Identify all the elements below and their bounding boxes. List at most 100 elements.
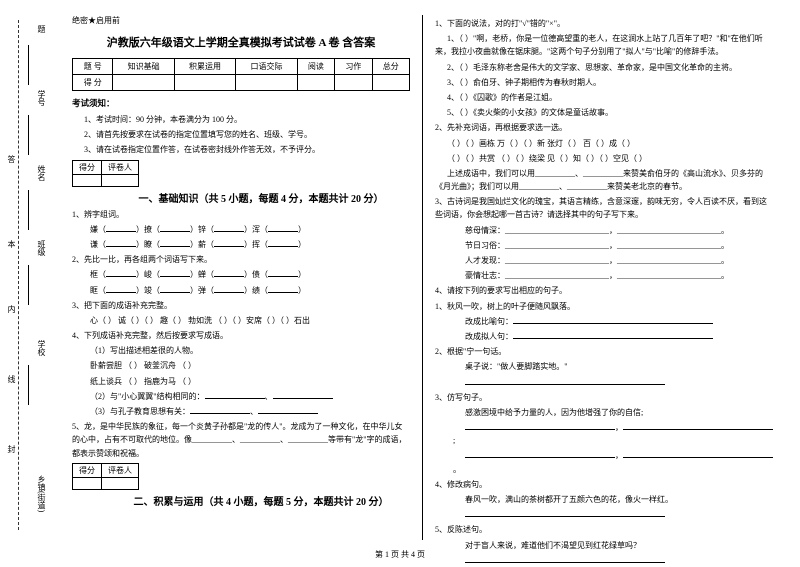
blank[interactable] — [160, 238, 190, 247]
sub: （3）与孔子教育思想有关：、 — [72, 405, 410, 418]
blank[interactable] — [268, 268, 298, 277]
cell: 知识基础 — [113, 59, 174, 75]
question: 3、把下面的成语补充完整。 — [72, 299, 410, 312]
notice-item: 3、请在试卷指定位置作答，在试卷密封线外作答无效，不予评分。 — [72, 143, 410, 156]
row: 纸上谈兵 （ ） 指鹿为马 （ ） — [72, 375, 410, 388]
cell: 积累运用 — [174, 59, 235, 75]
question: 5、龙，是中华民族的象征，每一个炎黄子孙都是"龙的传人"。龙成为了一种文化，在中… — [72, 420, 410, 460]
blank[interactable] — [106, 238, 136, 247]
sub: ，。 — [435, 449, 773, 475]
blank[interactable] — [106, 223, 136, 232]
blank[interactable] — [106, 268, 136, 277]
v-line — [28, 115, 29, 155]
t: ） — [298, 286, 306, 295]
cell: 评卷人 — [102, 463, 139, 477]
blank[interactable] — [268, 238, 298, 247]
cell: 总分 — [372, 59, 409, 75]
notice-item: 1、考试时间：90 分钟，本卷满分为 100 分。 — [72, 113, 410, 126]
blank[interactable] — [513, 330, 713, 339]
t: ）挥（ — [244, 240, 268, 249]
cell[interactable] — [113, 75, 174, 91]
question: 3、古诗词是我国灿烂文化的瑰宝，其语言精练，含意深邃，韵味无穷，令人百读不厌，看… — [435, 195, 773, 221]
cell[interactable] — [236, 75, 297, 91]
cell[interactable] — [297, 75, 334, 91]
cell[interactable] — [73, 174, 102, 186]
item: 2、（ ）毛泽东称老舍是伟大的文学家、思想家、革命家，是中国文化革命的主将。 — [435, 61, 773, 74]
sub: 4、修改病句。 — [435, 478, 773, 491]
cell[interactable] — [102, 174, 139, 186]
cell[interactable] — [174, 75, 235, 91]
t: 谦（ — [90, 240, 106, 249]
sub — [435, 508, 773, 521]
blank[interactable] — [623, 421, 773, 430]
blank[interactable] — [268, 284, 298, 293]
blank[interactable] — [465, 421, 615, 430]
v-tag: 本 — [6, 240, 17, 254]
item: 5、（ ）《卖火柴的小女孩》的文体是童话故事。 — [435, 106, 773, 119]
t: ） — [298, 240, 306, 249]
blank[interactable] — [513, 315, 713, 324]
left-column: 绝密★启用前 沪教版六年级语文上学期全真模拟考试试卷 A 卷 含答案 题 号 知… — [60, 15, 423, 540]
t: ）绩（ — [244, 286, 268, 295]
sub: （2）与"小心翼翼"结构相同的：、 — [72, 390, 410, 403]
blank[interactable] — [465, 508, 665, 517]
question: 4、请按下列的要求写出相应的句子。 — [435, 284, 773, 297]
row: 框（）峻（）蝉（）债（） — [72, 268, 410, 281]
cell[interactable] — [102, 477, 139, 489]
cell: 评卷人 — [102, 160, 139, 174]
blank[interactable] — [160, 284, 190, 293]
blank[interactable] — [205, 390, 265, 399]
t: ）弹（ — [190, 286, 214, 295]
exam-title: 沪教版六年级语文上学期全真模拟考试试卷 A 卷 含答案 — [72, 34, 410, 50]
sub: 改成拟人句： — [435, 330, 773, 343]
blank[interactable] — [465, 449, 615, 458]
blank[interactable] — [258, 405, 318, 414]
cell[interactable] — [73, 477, 102, 489]
text: 上述成语中，我们可以用__________、__________来赞美俞伯牙的《… — [435, 167, 773, 193]
cell: 得分 — [73, 160, 102, 174]
secret-tag: 绝密★启用前 — [72, 15, 410, 26]
question: 2、先补充词语，再根据要求选一选。 — [435, 121, 773, 134]
t: ）锌（ — [190, 225, 214, 234]
blank[interactable] — [623, 449, 773, 458]
t: ）债（ — [244, 270, 268, 279]
page-footer: 第 1 页 共 4 页 — [0, 549, 800, 560]
t: （3）与孔子教育思想有关： — [90, 407, 190, 416]
t: 眶（ — [90, 286, 106, 295]
blank[interactable] — [214, 268, 244, 277]
cell[interactable] — [335, 75, 372, 91]
blank[interactable] — [273, 390, 333, 399]
blank[interactable] — [214, 223, 244, 232]
sub: 春风一吹，满山的茶树都开了五颜六色的花，像火一样红。 — [435, 493, 773, 506]
t: ）薪（ — [190, 240, 214, 249]
item: 3、（ ）俞伯牙、钟子期相传为春秋时期人。 — [435, 76, 773, 89]
blank[interactable] — [214, 284, 244, 293]
cell: 阅读 — [297, 59, 334, 75]
item: 4、（ ）《囚歌》的作者是江姐。 — [435, 91, 773, 104]
sub: 感激困境中给予力量的人，因为他增强了你的自信; — [435, 406, 773, 419]
item: 慈母情深：__________________________，________… — [435, 224, 773, 237]
dash-line — [18, 20, 19, 530]
blank[interactable] — [214, 238, 244, 247]
blank[interactable] — [268, 223, 298, 232]
item: 1、（ ）"啊，老桥，你是一位德高望重的老人，在这涧水上站了几百年了吧？"和"在… — [435, 32, 773, 58]
sub: ，; — [435, 421, 773, 447]
t: （2）与"小心翼翼"结构相同的： — [90, 392, 205, 401]
blank[interactable] — [160, 223, 190, 232]
sub: 桌子说："做人要脚踏实地。" — [435, 360, 773, 373]
blank[interactable] — [160, 268, 190, 277]
v-line — [28, 45, 29, 85]
v-label: 乡镇(街道) — [36, 475, 47, 512]
v-label: 题 — [36, 25, 47, 33]
table-row: 得 分 — [73, 75, 410, 91]
v-label: 姓名 — [36, 165, 47, 181]
cell: 习作 — [335, 59, 372, 75]
notice-title: 考试须知： — [72, 97, 410, 109]
row: （ ）（ ）画栋 万（ ）（ ）新 张灯（ ） 百（ ）成（ ） — [435, 137, 773, 150]
blank[interactable] — [190, 405, 250, 414]
cell[interactable] — [372, 75, 409, 91]
blank[interactable] — [465, 376, 665, 385]
blank[interactable] — [106, 284, 136, 293]
t: 改成比喻句： — [465, 317, 513, 326]
v-line — [28, 265, 29, 305]
